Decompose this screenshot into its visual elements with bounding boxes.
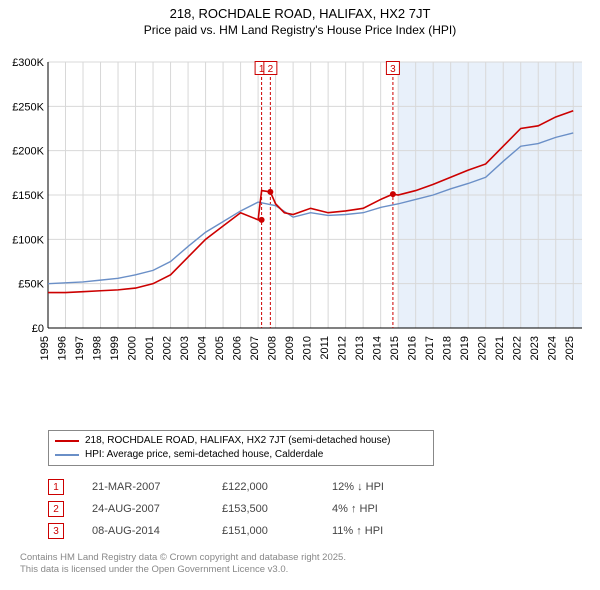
legend-label: HPI: Average price, semi-detached house,… [85,448,323,462]
legend-item: 218, ROCHDALE ROAD, HALIFAX, HX2 7JT (se… [55,434,427,448]
svg-text:£150K: £150K [12,190,44,202]
transaction-price: £153,500 [222,503,332,515]
transaction-number: 2 [48,501,64,517]
svg-text:2003: 2003 [179,336,191,360]
svg-text:£50K: £50K [18,279,44,291]
svg-text:2011: 2011 [319,336,331,360]
svg-text:2015: 2015 [389,336,401,360]
transaction-hpi: 12% ↓ HPI [332,481,442,493]
svg-text:2005: 2005 [214,336,226,360]
svg-text:2022: 2022 [512,336,524,360]
legend-item: HPI: Average price, semi-detached house,… [55,448,427,462]
svg-text:2017: 2017 [424,336,436,360]
svg-text:2024: 2024 [547,336,559,360]
svg-text:2001: 2001 [144,336,156,360]
chart-title: 218, ROCHDALE ROAD, HALIFAX, HX2 7JT [0,0,600,23]
legend-swatch [55,440,79,442]
transaction-number: 3 [48,523,64,539]
transaction-hpi: 4% ↑ HPI [332,503,442,515]
svg-text:3: 3 [390,64,396,75]
transaction-row: 3 08-AUG-2014£151,00011% ↑ HPI [48,520,442,542]
line-chart: £0£50K£100K£150K£200K£250K£300K199519961… [48,48,588,378]
svg-text:2018: 2018 [442,336,454,360]
svg-text:1998: 1998 [92,336,104,360]
svg-text:2007: 2007 [249,336,261,360]
legend-swatch [55,454,79,456]
svg-text:2000: 2000 [127,336,139,360]
transaction-price: £122,000 [222,481,332,493]
svg-text:2016: 2016 [407,336,419,360]
transaction-hpi: 11% ↑ HPI [332,525,442,537]
svg-text:2019: 2019 [459,336,471,360]
svg-text:2012: 2012 [337,336,349,360]
svg-text:£100K: £100K [12,234,44,246]
transaction-price: £151,000 [222,525,332,537]
svg-text:2008: 2008 [267,336,279,360]
transaction-date: 21-MAR-2007 [92,481,222,493]
transaction-number: 1 [48,479,64,495]
svg-text:1997: 1997 [74,336,86,360]
svg-text:2004: 2004 [197,336,209,360]
svg-text:2021: 2021 [494,336,506,360]
attribution-line: This data is licensed under the Open Gov… [20,564,346,576]
transactions-table: 1 21-MAR-2007£122,00012% ↓ HPI 2 24-AUG-200… [48,476,442,542]
attribution-text: Contains HM Land Registry data © Crown c… [20,552,346,577]
svg-text:2013: 2013 [354,336,366,360]
svg-text:2: 2 [268,64,274,75]
svg-text:£0: £0 [32,323,44,335]
transaction-date: 24-AUG-2007 [92,503,222,515]
transaction-row: 1 21-MAR-2007£122,00012% ↓ HPI [48,476,442,498]
svg-text:1999: 1999 [109,336,121,360]
attribution-line: Contains HM Land Registry data © Crown c… [20,552,346,564]
transaction-date: 08-AUG-2014 [92,525,222,537]
svg-text:2020: 2020 [477,336,489,360]
legend-label: 218, ROCHDALE ROAD, HALIFAX, HX2 7JT (se… [85,434,391,448]
svg-text:2009: 2009 [284,336,296,360]
svg-text:2014: 2014 [372,336,384,360]
svg-text:1996: 1996 [57,336,69,360]
svg-text:2006: 2006 [232,336,244,360]
svg-text:2002: 2002 [162,336,174,360]
chart-container: 218, ROCHDALE ROAD, HALIFAX, HX2 7JT Pri… [0,0,600,590]
svg-text:£200K: £200K [12,146,44,158]
svg-text:£300K: £300K [12,57,44,69]
legend: 218, ROCHDALE ROAD, HALIFAX, HX2 7JT (se… [48,430,434,466]
chart-subtitle: Price paid vs. HM Land Registry's House … [0,23,600,41]
transaction-row: 2 24-AUG-2007£153,5004% ↑ HPI [48,498,442,520]
svg-text:2025: 2025 [564,336,576,360]
svg-text:2010: 2010 [302,336,314,360]
svg-text:1995: 1995 [39,336,51,360]
svg-text:2023: 2023 [529,336,541,360]
svg-text:£250K: £250K [12,101,44,113]
